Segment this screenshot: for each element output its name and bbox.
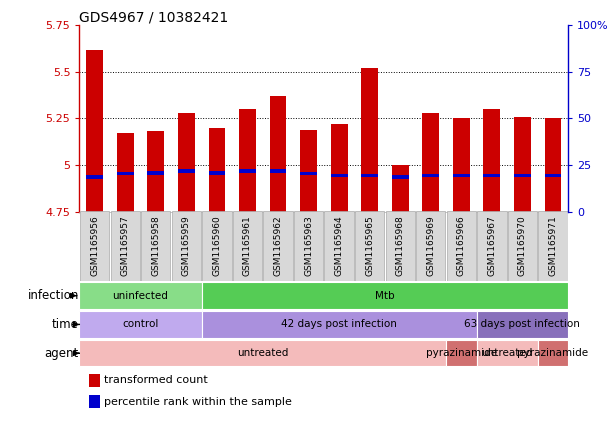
- FancyBboxPatch shape: [416, 212, 445, 281]
- FancyBboxPatch shape: [477, 340, 538, 366]
- Text: 63 days post infection: 63 days post infection: [464, 319, 580, 330]
- FancyBboxPatch shape: [263, 212, 293, 281]
- Bar: [483, 109, 500, 212]
- Text: Mtb: Mtb: [375, 291, 395, 301]
- Text: GSM1165965: GSM1165965: [365, 215, 374, 276]
- Text: GSM1165967: GSM1165967: [488, 215, 496, 276]
- Text: transformed count: transformed count: [104, 375, 208, 385]
- Text: GDS4967 / 10382421: GDS4967 / 10382421: [79, 10, 229, 24]
- Text: GSM1165956: GSM1165956: [90, 215, 99, 276]
- FancyBboxPatch shape: [79, 283, 202, 309]
- Text: time: time: [52, 318, 79, 331]
- Text: control: control: [122, 319, 159, 330]
- Text: GSM1165958: GSM1165958: [152, 215, 160, 276]
- Bar: [178, 113, 195, 212]
- Text: untreated: untreated: [481, 348, 533, 358]
- Bar: [300, 172, 317, 176]
- FancyBboxPatch shape: [477, 311, 568, 338]
- Text: GSM1165957: GSM1165957: [121, 215, 130, 276]
- Text: agent: agent: [45, 347, 79, 360]
- FancyBboxPatch shape: [355, 212, 384, 281]
- Text: 42 days post infection: 42 days post infection: [281, 319, 397, 330]
- Text: uninfected: uninfected: [112, 291, 169, 301]
- Text: GSM1165964: GSM1165964: [335, 215, 343, 276]
- Bar: [514, 117, 531, 212]
- FancyBboxPatch shape: [202, 283, 568, 309]
- Bar: [544, 118, 562, 212]
- FancyBboxPatch shape: [111, 212, 140, 281]
- FancyBboxPatch shape: [172, 212, 201, 281]
- Bar: [361, 174, 378, 177]
- Bar: [239, 109, 256, 212]
- Text: GSM1165961: GSM1165961: [243, 215, 252, 276]
- Bar: [453, 174, 470, 177]
- Bar: [239, 170, 256, 173]
- Text: infection: infection: [27, 289, 79, 302]
- Bar: [147, 132, 164, 212]
- Text: pyrazinamide: pyrazinamide: [426, 348, 497, 358]
- Bar: [89, 395, 100, 408]
- FancyBboxPatch shape: [386, 212, 415, 281]
- Bar: [514, 174, 531, 177]
- Text: GSM1165969: GSM1165969: [426, 215, 435, 276]
- Bar: [269, 96, 287, 212]
- Bar: [86, 176, 103, 179]
- Text: GSM1165966: GSM1165966: [457, 215, 466, 276]
- Bar: [147, 171, 164, 175]
- FancyBboxPatch shape: [477, 212, 507, 281]
- Text: GSM1165962: GSM1165962: [274, 215, 282, 276]
- Bar: [392, 165, 409, 212]
- Text: pyrazinamide: pyrazinamide: [518, 348, 588, 358]
- Text: GSM1165960: GSM1165960: [213, 215, 221, 276]
- FancyBboxPatch shape: [447, 212, 476, 281]
- Bar: [86, 49, 103, 212]
- Text: GSM1165959: GSM1165959: [182, 215, 191, 276]
- Text: percentile rank within the sample: percentile rank within the sample: [104, 396, 291, 407]
- FancyBboxPatch shape: [324, 212, 354, 281]
- Bar: [331, 124, 348, 212]
- Bar: [361, 68, 378, 212]
- FancyBboxPatch shape: [233, 212, 262, 281]
- Bar: [117, 133, 134, 212]
- Text: GSM1165970: GSM1165970: [518, 215, 527, 276]
- Bar: [117, 172, 134, 176]
- Bar: [453, 118, 470, 212]
- Bar: [208, 171, 225, 175]
- Bar: [208, 128, 225, 212]
- Bar: [544, 174, 562, 177]
- FancyBboxPatch shape: [294, 212, 323, 281]
- Text: GSM1165968: GSM1165968: [396, 215, 404, 276]
- Bar: [89, 374, 100, 387]
- FancyBboxPatch shape: [202, 311, 477, 338]
- FancyBboxPatch shape: [79, 340, 446, 366]
- Bar: [483, 174, 500, 177]
- Bar: [269, 170, 287, 173]
- Text: GSM1165963: GSM1165963: [304, 215, 313, 276]
- FancyBboxPatch shape: [538, 212, 568, 281]
- Text: GSM1165971: GSM1165971: [549, 215, 557, 276]
- FancyBboxPatch shape: [508, 212, 537, 281]
- FancyBboxPatch shape: [538, 340, 568, 366]
- Bar: [178, 170, 195, 173]
- Bar: [300, 129, 317, 212]
- FancyBboxPatch shape: [202, 212, 232, 281]
- FancyBboxPatch shape: [80, 212, 109, 281]
- Text: untreated: untreated: [237, 348, 288, 358]
- FancyBboxPatch shape: [79, 311, 202, 338]
- Bar: [392, 176, 409, 179]
- Bar: [331, 174, 348, 177]
- FancyBboxPatch shape: [446, 340, 477, 366]
- Bar: [422, 113, 439, 212]
- FancyBboxPatch shape: [141, 212, 170, 281]
- Bar: [422, 174, 439, 177]
